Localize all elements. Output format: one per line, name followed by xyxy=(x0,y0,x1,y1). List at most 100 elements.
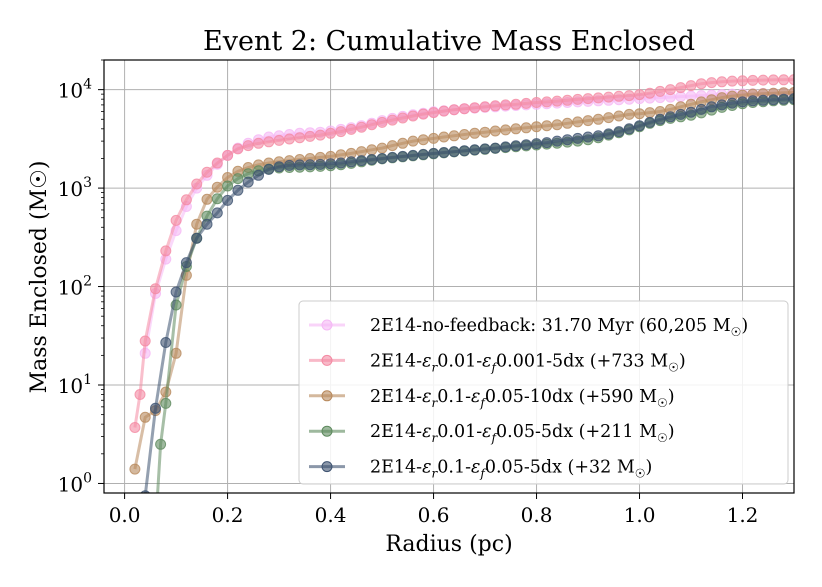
data-point xyxy=(757,94,769,106)
y-tick-base: 10 xyxy=(58,276,83,300)
data-point xyxy=(335,157,347,169)
legend-epsilon: ε xyxy=(482,422,491,442)
data-point xyxy=(469,144,481,156)
data-point xyxy=(634,108,645,120)
data-point xyxy=(129,422,141,433)
data-point xyxy=(613,126,625,138)
data-point xyxy=(500,124,512,136)
data-point xyxy=(541,96,553,108)
data-point xyxy=(211,157,223,169)
y-tick-exponent: 2 xyxy=(83,274,92,290)
data-point xyxy=(623,123,635,135)
data-point xyxy=(510,140,522,152)
data-point xyxy=(458,103,470,115)
data-point xyxy=(664,84,676,96)
data-point xyxy=(407,149,419,161)
legend-label-part: 2E14-no-feedback: 31.70 Myr (60,205 M xyxy=(370,316,731,336)
legend-label-part: 0.05-10dx (+590 M xyxy=(485,387,657,407)
series-5 xyxy=(140,93,794,493)
data-point xyxy=(211,181,223,193)
data-point xyxy=(489,142,501,154)
data-point xyxy=(170,214,182,226)
data-point xyxy=(726,75,738,87)
data-point xyxy=(479,143,491,155)
data-point xyxy=(747,74,759,86)
data-point xyxy=(510,98,522,110)
legend-label-part: 0.001-5dx (+733 M xyxy=(496,351,668,371)
data-point xyxy=(191,178,203,190)
data-point xyxy=(438,147,450,158)
data-point xyxy=(222,194,234,206)
data-point xyxy=(356,121,367,133)
data-point xyxy=(376,153,388,164)
data-point xyxy=(582,115,594,127)
data-point xyxy=(767,94,779,106)
data-point xyxy=(201,218,213,230)
legend-label: 2E14-εr0.1-εf0.05-5dx (+32 M☉) xyxy=(370,458,652,481)
legend-marker xyxy=(321,390,333,402)
data-point xyxy=(737,75,748,87)
data-point xyxy=(613,110,625,122)
data-point xyxy=(623,108,635,120)
y-tick-base: 10 xyxy=(58,79,83,103)
legend-label-part: ) xyxy=(679,351,686,371)
data-point xyxy=(572,93,584,105)
data-point xyxy=(448,104,460,116)
x-tick-label: 1.0 xyxy=(624,503,656,527)
sun-symbol: ☉ xyxy=(657,431,668,445)
data-point xyxy=(531,138,542,150)
data-point xyxy=(294,132,306,144)
data-point xyxy=(551,119,563,131)
legend-label-part: 0.1- xyxy=(437,458,471,478)
data-point xyxy=(397,137,409,149)
legend-label-part: 2E14- xyxy=(370,422,422,442)
data-point xyxy=(531,121,542,133)
legend-entry: 2E14-εr0.01-εf0.001-5dx (+733 M☉) xyxy=(309,351,686,374)
y-tick-exponent: 1 xyxy=(83,372,92,388)
y-axis-label: Mass Enclosed (M☉) xyxy=(27,161,52,394)
data-point xyxy=(201,166,213,178)
legend-epsilon: ε xyxy=(422,422,431,442)
data-point xyxy=(561,134,573,146)
x-tick-label: 1.2 xyxy=(727,503,759,527)
legend-label-part: ) xyxy=(668,422,675,442)
data-point xyxy=(325,127,337,139)
series-layer xyxy=(129,74,794,587)
data-point xyxy=(417,134,429,146)
data-point xyxy=(273,161,285,173)
data-point xyxy=(140,490,150,493)
data-point xyxy=(145,577,155,587)
legend-epsilon: ε xyxy=(482,351,491,371)
data-point xyxy=(520,139,532,151)
legend-marker xyxy=(321,354,333,366)
data-point xyxy=(263,136,275,148)
data-point xyxy=(726,97,738,109)
data-point xyxy=(283,133,295,145)
y-tick-label: 102 xyxy=(58,274,92,300)
data-point xyxy=(489,125,501,137)
data-point xyxy=(469,102,481,114)
data-point xyxy=(232,184,244,196)
data-point xyxy=(623,90,635,102)
data-point xyxy=(582,131,594,143)
data-point xyxy=(489,100,501,112)
data-point xyxy=(582,93,594,105)
y-tick-exponent: 4 xyxy=(83,77,92,93)
legend-subscript: f xyxy=(479,396,487,410)
data-point xyxy=(139,411,151,423)
data-point xyxy=(263,163,275,175)
data-point xyxy=(376,116,388,128)
legend-marker xyxy=(321,319,333,331)
x-tick-label: 0.8 xyxy=(521,503,553,527)
legend-subscript: f xyxy=(491,431,499,445)
data-point xyxy=(438,131,450,143)
y-tick-exponent: 3 xyxy=(83,175,92,191)
x-tick-label: 0.4 xyxy=(315,503,347,527)
data-point xyxy=(603,128,615,140)
data-point xyxy=(386,151,398,163)
data-point xyxy=(654,85,666,97)
y-tick-base: 10 xyxy=(58,472,83,496)
data-point xyxy=(253,169,264,181)
legend-marker xyxy=(321,461,333,473)
data-point xyxy=(541,120,553,132)
